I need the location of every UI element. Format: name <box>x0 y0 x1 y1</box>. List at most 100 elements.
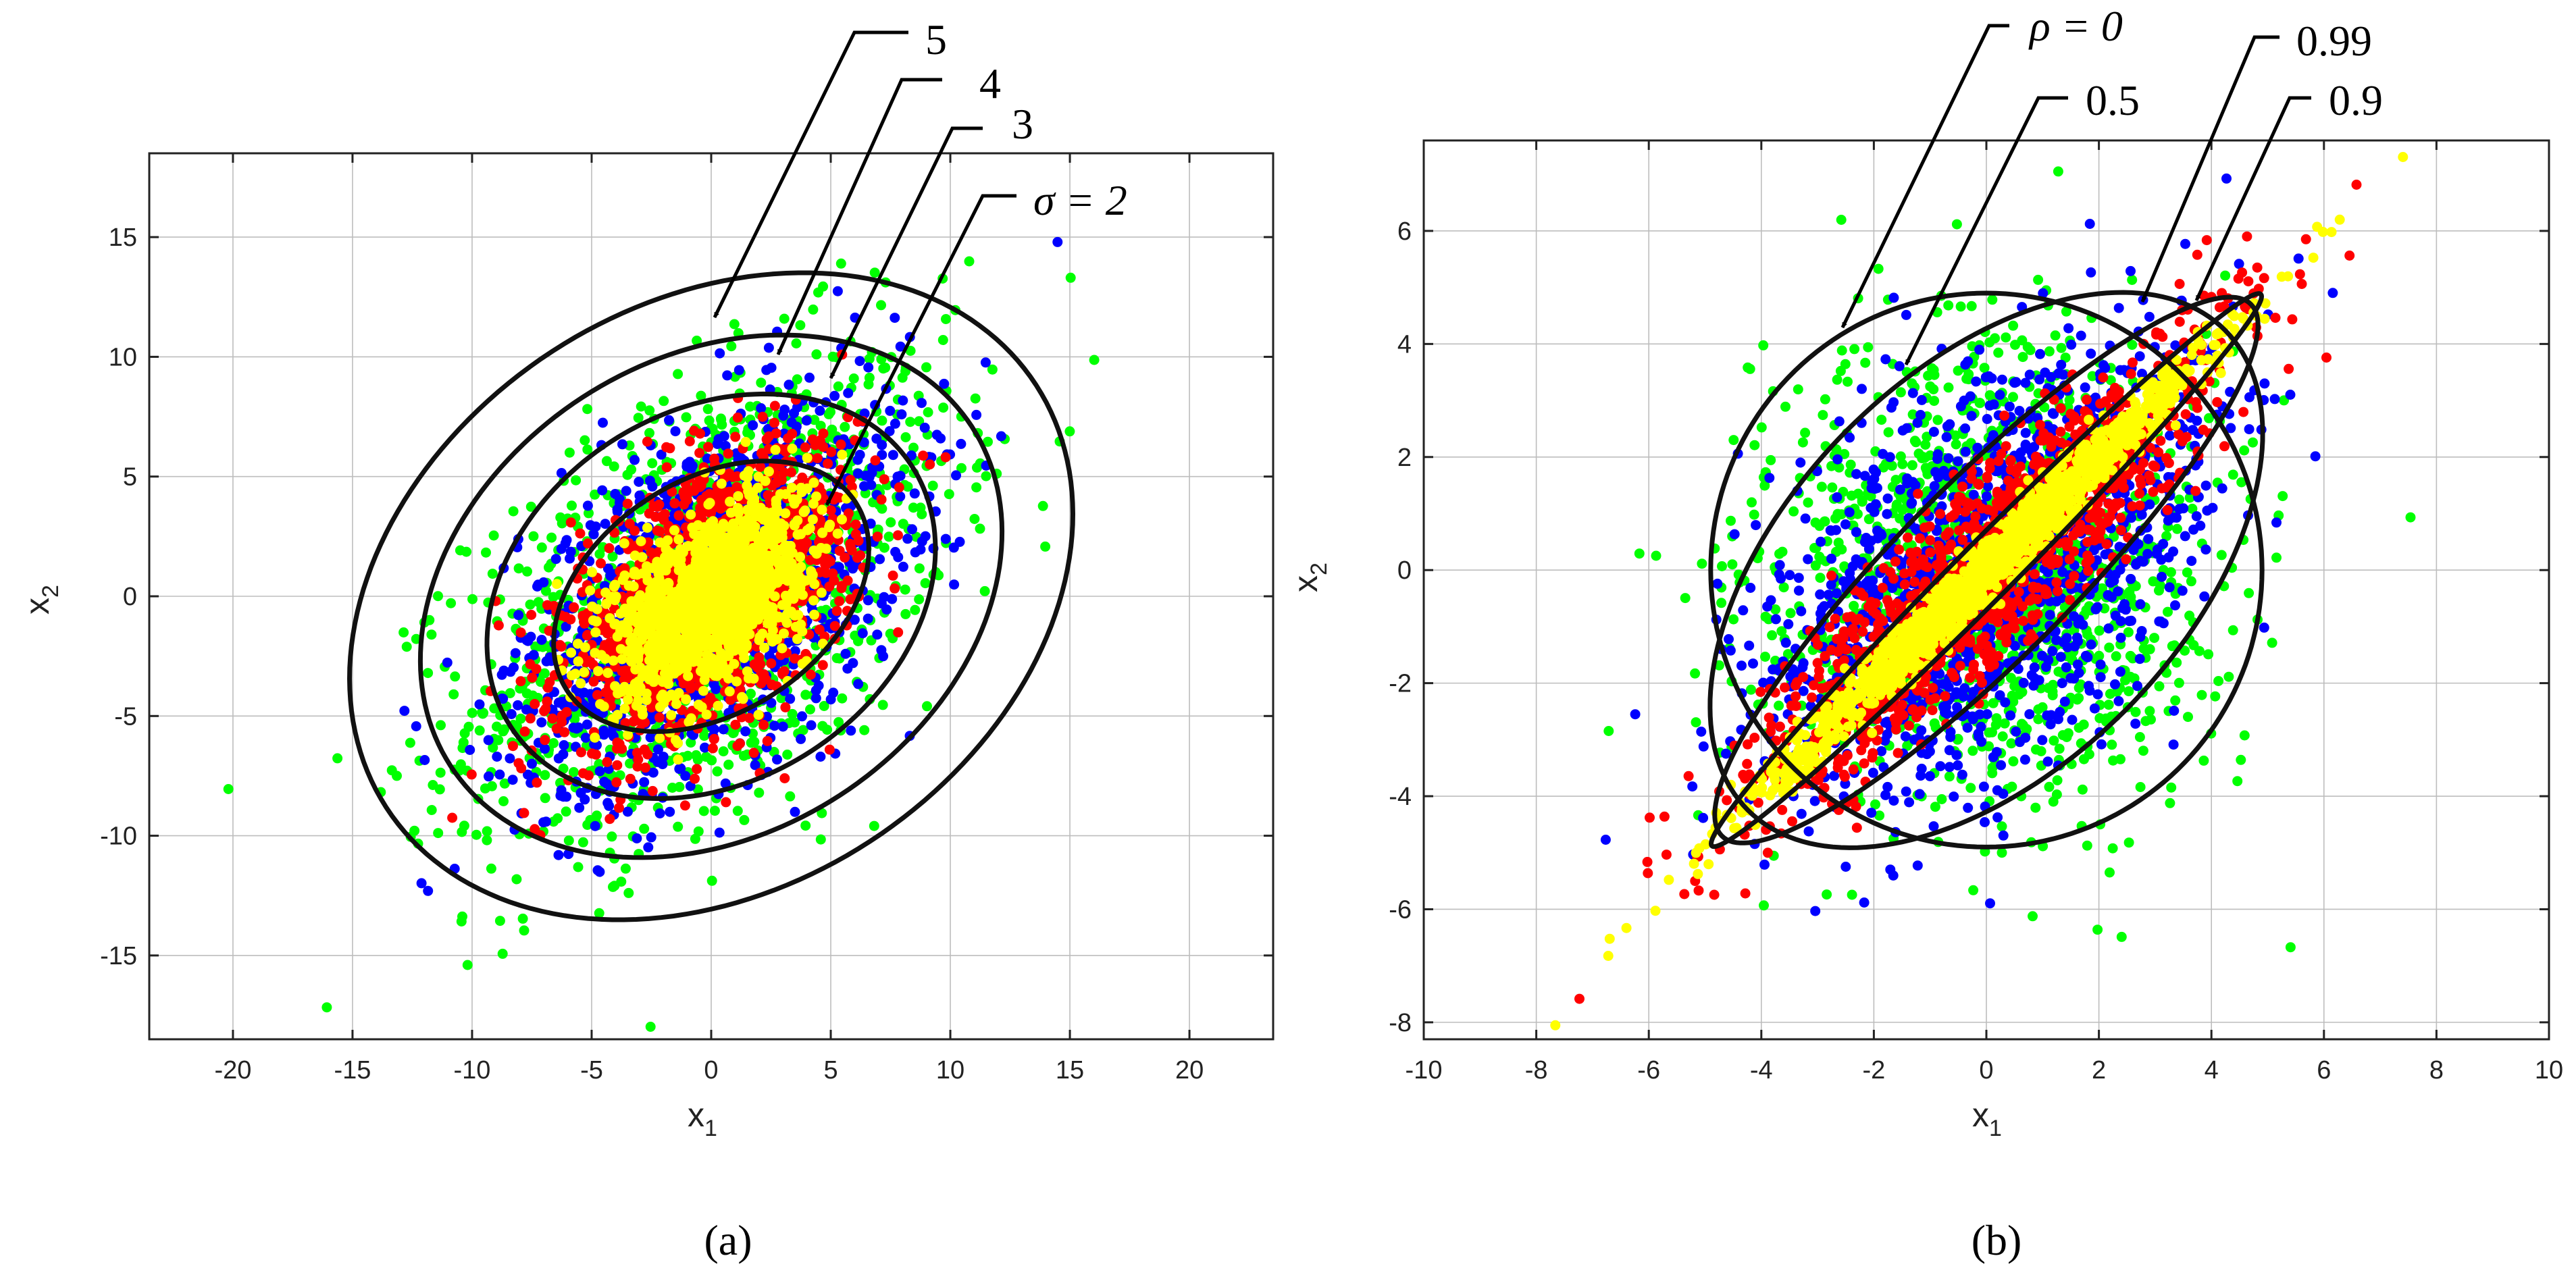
scatter-point <box>862 595 873 606</box>
scatter-point <box>897 372 908 383</box>
scatter-point <box>850 529 861 540</box>
scatter-point <box>448 689 459 700</box>
scatter-point <box>749 659 760 670</box>
scatter-point <box>771 477 781 488</box>
scatter-point <box>399 706 410 716</box>
scatter-point <box>633 696 644 706</box>
scatter-point <box>918 450 929 461</box>
scatter-point <box>499 778 510 789</box>
scatter-point <box>593 666 604 677</box>
scatter-point <box>519 808 530 818</box>
scatter-point <box>744 712 755 723</box>
scatter-point <box>703 442 713 452</box>
scatter-point <box>567 500 577 511</box>
scatter-point <box>699 731 710 741</box>
scatter-point <box>634 477 644 487</box>
scatter-point <box>804 372 815 383</box>
scatter-point <box>575 528 586 539</box>
scatter-point <box>661 462 672 473</box>
scatter-point <box>416 878 427 889</box>
scatter-point <box>622 806 633 817</box>
scatter-point <box>580 733 591 743</box>
scatter-point <box>527 758 537 769</box>
scatter-point <box>625 636 636 647</box>
scatter-point <box>798 725 808 735</box>
scatter-point <box>859 725 870 735</box>
scatter-point <box>975 523 985 534</box>
scatter-point <box>940 452 951 463</box>
scatter-point <box>602 798 613 808</box>
scatter-point <box>433 828 444 839</box>
scatter-point <box>733 365 744 375</box>
scatter-point <box>657 759 668 770</box>
scatter-point <box>541 816 551 827</box>
scatter-point <box>927 480 938 491</box>
scatter-point <box>555 640 565 650</box>
scatter-point <box>785 791 796 802</box>
scatter-point <box>598 417 608 428</box>
scatter-point <box>486 863 496 874</box>
scatter-point <box>887 570 898 581</box>
scatter-point <box>666 710 677 721</box>
scatter-point <box>561 806 571 817</box>
scatter-point <box>772 754 782 765</box>
scatter-point <box>442 657 453 668</box>
scatter-point <box>573 862 584 872</box>
scatter-point <box>817 808 827 818</box>
scatter-point <box>757 411 768 422</box>
scatter-point <box>848 563 858 574</box>
scatter-point <box>712 766 723 777</box>
scatter-point <box>877 415 887 426</box>
scatter-point <box>467 708 478 719</box>
scatter-point <box>424 615 435 625</box>
scatter-point <box>833 716 844 727</box>
scatter-point <box>811 349 822 360</box>
scatter-point <box>834 546 845 556</box>
scatter-point <box>569 602 579 612</box>
scatter-point <box>602 757 613 767</box>
scatter-point <box>713 434 724 444</box>
scatter-point <box>863 362 874 373</box>
scatter-point <box>571 723 582 734</box>
scatter-point <box>821 567 831 578</box>
scatter-point <box>321 1002 332 1013</box>
scatter-point <box>590 521 601 532</box>
scatter-point <box>707 743 718 754</box>
scatter-point <box>584 770 594 781</box>
scatter-point <box>835 258 846 269</box>
scatter-point <box>582 820 593 830</box>
scatter-point <box>815 752 826 762</box>
panel-a-points <box>223 236 1100 1032</box>
scatter-point <box>825 694 836 705</box>
scatter-point <box>558 791 569 802</box>
scatter-point <box>814 624 825 635</box>
scatter-point <box>818 428 829 439</box>
scatter-point <box>639 777 650 787</box>
scatter-point <box>783 433 794 444</box>
scatter-point <box>1040 541 1051 552</box>
scatter-point <box>674 764 685 775</box>
scatter-point <box>484 771 494 782</box>
scatter-point <box>602 668 613 678</box>
scatter-point <box>875 554 885 565</box>
scatter-point <box>565 614 576 625</box>
scatter-point <box>871 434 882 444</box>
scatter-point <box>579 435 590 446</box>
scatter-point <box>951 470 961 481</box>
scatter-point <box>433 591 443 602</box>
scatter-point <box>714 827 725 838</box>
scatter-point <box>398 627 409 637</box>
scatter-point <box>853 636 863 646</box>
scatter-point <box>902 533 913 544</box>
scatter-point <box>1064 426 1075 437</box>
scatter-point <box>553 850 564 860</box>
scatter-point <box>879 592 890 602</box>
scatter-point <box>617 666 627 677</box>
scatter-point <box>987 364 998 375</box>
scatter-point <box>920 578 931 589</box>
scatter-point <box>914 594 925 604</box>
scatter-point <box>508 741 518 752</box>
scatter-point <box>756 403 767 413</box>
scatter-point <box>401 642 412 652</box>
scatter-point <box>505 667 516 677</box>
